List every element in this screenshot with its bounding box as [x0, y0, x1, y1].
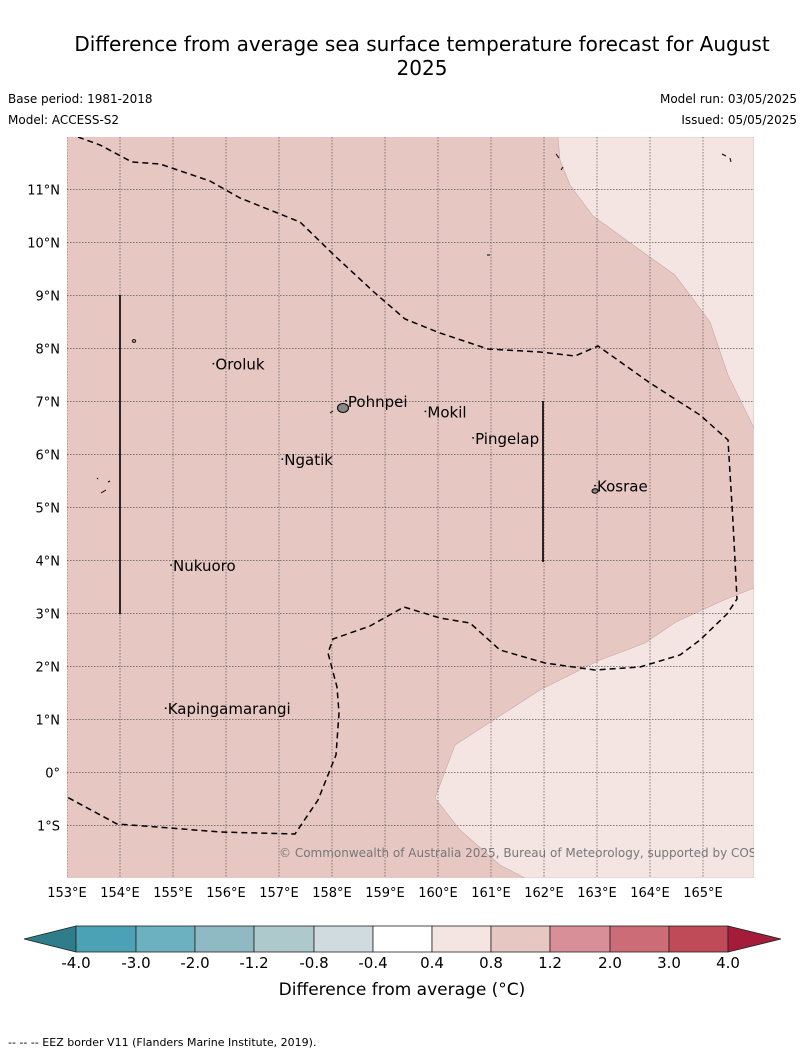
lat-tick-label: 7°N [36, 396, 61, 411]
lon-tick-label: 158°E [312, 886, 352, 901]
base-period: Base period: 1981-2018 [8, 92, 153, 106]
place-label: Pohnpei [348, 393, 408, 411]
lat-tick-label: 1°S [37, 820, 60, 835]
place-marker [281, 458, 284, 460]
map-plot-area: Oroluk Pohnpei Mokil Pingelap Ngatik Kosrae Nu… [67, 137, 784, 878]
model-name: Model: ACCESS-S2 [8, 113, 120, 127]
lon-tick-label: 161°E [471, 886, 511, 901]
colorbar-label: 1.2 [538, 954, 562, 972]
lat-tick-label: 11°N [27, 184, 60, 199]
colorbar-label: -1.2 [239, 954, 268, 972]
lat-tick-label: 10°N [27, 237, 60, 252]
lon-tick-label: 165°E [683, 886, 723, 901]
place-label: Kosrae [597, 478, 648, 496]
colorbar-label: -3.0 [121, 954, 150, 972]
colorbar-segment [372, 925, 433, 953]
place-marker [170, 564, 172, 566]
lon-tick-label: 153°E [47, 886, 87, 901]
lat-tick-label: 8°N [36, 343, 61, 358]
colorbar-label: -0.8 [299, 954, 328, 972]
place-label: Oroluk [215, 356, 264, 374]
colorbar-segment [490, 925, 551, 953]
lon-tick-label: 162°E [524, 886, 564, 901]
place-marker [594, 484, 596, 487]
colorbar-segment [135, 925, 196, 953]
footnote-eez: -- -- -- EEZ border V11 (Flanders Marine… [8, 1036, 317, 1049]
colorbar-segment [253, 925, 315, 953]
colorbar-segment [431, 925, 492, 953]
place-labels: Oroluk Pohnpei Mokil Pingelap Ngatik Kosrae Nu… [164, 356, 648, 718]
colorbar-label: -0.4 [358, 954, 387, 972]
colorbar-segment [549, 925, 611, 953]
lat-tick-label: 6°N [36, 449, 61, 464]
colorbar-label: 0.4 [420, 954, 444, 972]
lon-tick-label: 156°E [206, 886, 246, 901]
lat-tick-label: 5°N [36, 502, 61, 517]
colorbar-label: 3.0 [657, 954, 681, 972]
islet-shape [131, 339, 137, 343]
colorbar: -4.0 -3.0 -2.0 -1.2 -0.8 -0.4 0.4 0.8 1.2 2.0 3.0 4… [23, 925, 782, 972]
place-marker [472, 437, 474, 439]
lon-tick-label: 154°E [100, 886, 140, 901]
colorbar-label: 2.0 [598, 954, 622, 972]
map-title: Difference from average sea surface temp… [74, 32, 770, 80]
lat-tick-label: 2°N [36, 661, 61, 676]
graticule [67, 137, 754, 878]
colorbar-title: Difference from average (°C) [278, 980, 526, 1000]
colorbar-extend-low [23, 925, 77, 953]
colorbar-label: -2.0 [180, 954, 209, 972]
colorbar-extend-high [727, 925, 782, 953]
anomaly-fill-light-ne [557, 137, 754, 429]
lon-tick-label: 157°E [259, 886, 299, 901]
place-marker [164, 707, 167, 710]
lon-tick-label: 163°E [577, 886, 617, 901]
colorbar-label: 0.8 [479, 954, 503, 972]
colorbar-segment [609, 925, 670, 953]
lat-tick-label: 0° [45, 767, 60, 782]
kosrae-island-shape [591, 488, 599, 494]
eez-border-north [67, 137, 738, 835]
pohnpei-island-shape [337, 403, 349, 413]
colorbar-segment [668, 925, 729, 953]
colorbar-label: 4.0 [716, 954, 740, 972]
lon-tick-label: 164°E [630, 886, 670, 901]
colorbar-label: -4.0 [61, 954, 90, 972]
place-marker [424, 410, 427, 413]
place-marker [345, 399, 347, 402]
place-marker [212, 362, 215, 365]
anomaly-fill-light-se [434, 587, 754, 878]
atoll-outlines [96, 153, 732, 494]
lat-tick-label: 4°N [36, 555, 61, 570]
issued-date: Issued: 05/05/2025 [681, 113, 797, 127]
colorbar-segment [313, 925, 374, 953]
place-label: Pingelap [475, 430, 539, 448]
colorbar-segment [194, 925, 255, 953]
model-run: Model run: 03/05/2025 [659, 92, 797, 106]
lat-tick-label: 9°N [36, 290, 61, 305]
lon-tick-label: 155°E [153, 886, 193, 901]
place-label: Kapingamarangi [168, 700, 291, 718]
lon-tick-label: 160°E [418, 886, 458, 901]
place-label: Mokil [427, 403, 466, 421]
colorbar-segment [75, 925, 137, 953]
place-label: Nukuoro [173, 557, 236, 575]
place-label: Ngatik [284, 451, 333, 469]
lon-tick-label: 159°E [365, 886, 405, 901]
axis-tick-labels: 153°E 154°E 155°E 156°E 157°E 158°E 159°E 160°E… [27, 184, 723, 902]
copyright-text: © Commonwealth of Australia 2025, Bureau… [279, 846, 784, 860]
lat-tick-label: 3°N [36, 608, 61, 623]
lat-tick-label: 1°N [36, 714, 61, 729]
